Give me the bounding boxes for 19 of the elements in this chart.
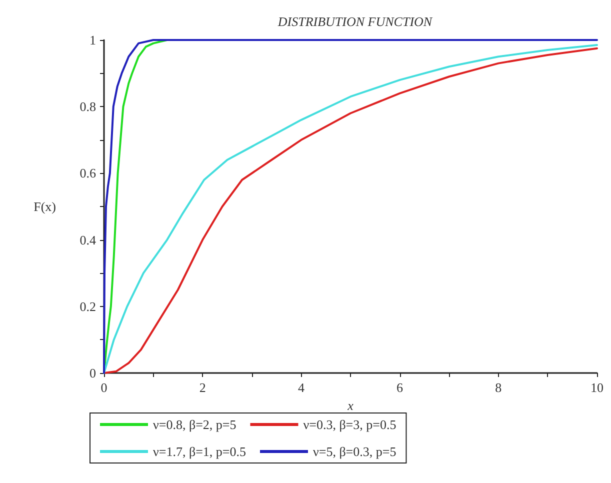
x-tick-label: 4 xyxy=(298,380,305,395)
x-tick-label: 6 xyxy=(396,380,404,395)
x-tick-label: 2 xyxy=(199,380,206,395)
y-axis-title: F(x) xyxy=(34,199,56,214)
x-axis-title: x xyxy=(346,398,354,413)
legend-label: ν=5, β=0.3, p=5 xyxy=(312,444,396,459)
y-tick-label: 0.8 xyxy=(80,99,96,114)
x-tick-label: 10 xyxy=(590,380,604,395)
legend-label: ν=1.7, β=1, p=0.5 xyxy=(153,444,246,459)
legend-label: ν=0.3, β=3, p=0.5 xyxy=(303,417,396,432)
y-tick-label: 0.6 xyxy=(80,166,96,181)
y-tick-label: 0.4 xyxy=(80,232,96,248)
x-tick-label: 0 xyxy=(100,380,108,395)
chart-title: DISTRIBUTION FUNCTION xyxy=(276,14,434,29)
x-tick-label: 8 xyxy=(495,380,502,395)
y-tick-label: 0.2 xyxy=(80,298,96,314)
y-tick-label: 0 xyxy=(90,366,96,380)
y-tick-label: 1 xyxy=(90,32,96,48)
legend-label: ν=0.8, β=2, p=5 xyxy=(153,417,236,432)
